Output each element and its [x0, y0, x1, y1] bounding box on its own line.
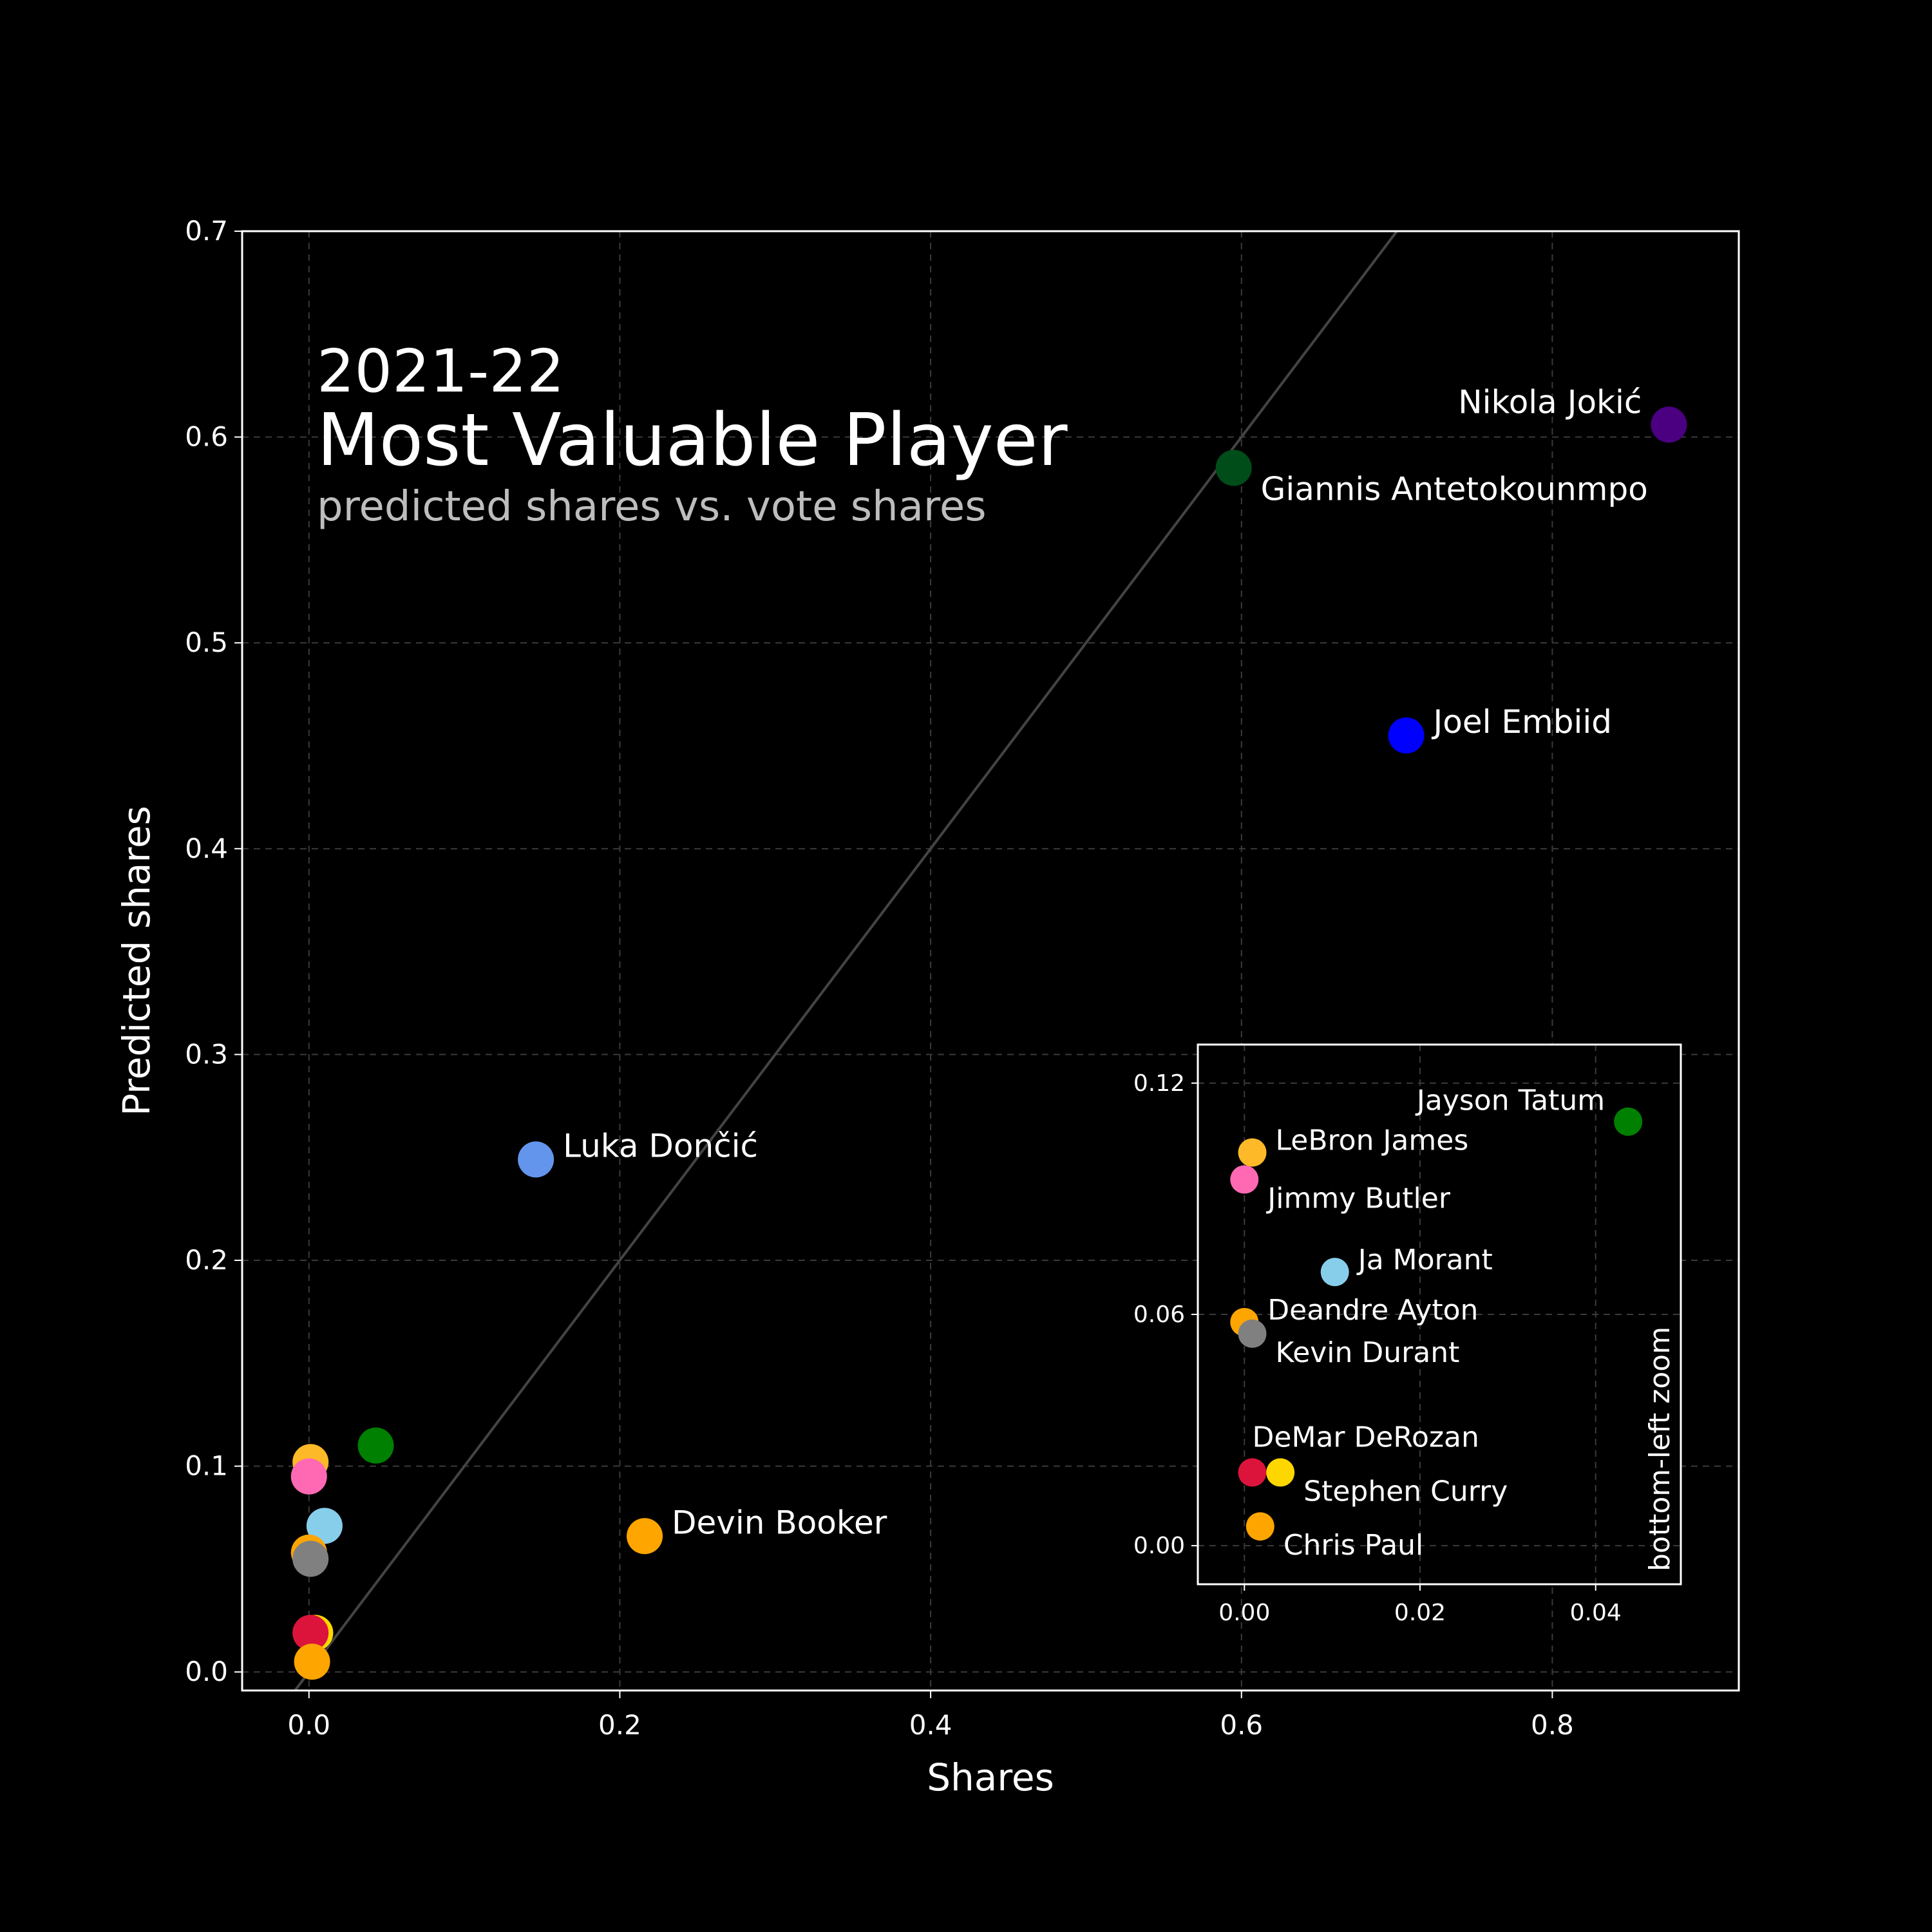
inset-y-tick-label: 0.12 [1133, 1070, 1185, 1097]
point-kevin-durant [292, 1540, 329, 1577]
x-axis-label: Shares [927, 1756, 1054, 1799]
point-label-devin-booker: Devin Booker [672, 1504, 887, 1541]
y-tick-label: 0.7 [185, 215, 228, 247]
y-tick-label: 0.6 [185, 421, 228, 453]
point-luka-doncic [518, 1141, 554, 1178]
reference-line [294, 230, 1398, 1692]
point-jimmy-butler [290, 1458, 327, 1495]
point-ja-morant [306, 1508, 343, 1544]
inset-point-lebron-james [1238, 1138, 1267, 1167]
inset-point-demar-derozan [1238, 1458, 1267, 1487]
y-tick-label: 0.2 [185, 1244, 228, 1276]
inset-x-tick-label: 0.00 [1218, 1600, 1270, 1626]
x-tick-label: 0.4 [909, 1709, 952, 1741]
chart-subtitle: predicted shares vs. vote shares [317, 483, 987, 531]
x-tick-label: 0.0 [287, 1709, 330, 1741]
x-tick-label: 0.8 [1531, 1709, 1574, 1741]
inset-point-stephen-curry [1266, 1458, 1295, 1487]
point-label-nikola-jokic: Nikola Jokić [1458, 383, 1642, 421]
x-tick-label: 0.6 [1220, 1709, 1263, 1741]
inset-caption: bottom-left zoom [1643, 1327, 1676, 1571]
inset-point-ja-morant [1320, 1258, 1349, 1287]
x-tick-label: 0.2 [598, 1709, 641, 1741]
inset-point-chris-paul [1245, 1512, 1274, 1541]
point-label-luka-doncic: Luka Dončić [563, 1127, 758, 1164]
inset-point-label-jayson-tatum: Jayson Tatum [1415, 1084, 1605, 1117]
y-tick-label: 0.4 [185, 833, 228, 864]
inset-point-label-jimmy-butler: Jimmy Butler [1265, 1182, 1451, 1215]
point-devin-booker [627, 1518, 663, 1555]
inset-point-label-chris-paul: Chris Paul [1283, 1529, 1423, 1562]
chart-title: 2021-22 [317, 337, 564, 406]
inset-point-label-demar-derozan: DeMar DeRozan [1253, 1421, 1479, 1454]
inset-plot: 0.00 0.02 0.04 0.00 0.06 0.12 Jayson Tatum LeBr… [1133, 1043, 1682, 1626]
point-nikola-jokic [1651, 406, 1687, 443]
inset-y-tick-label: 0.06 [1133, 1302, 1185, 1328]
inset-x-tick-label: 0.02 [1394, 1600, 1446, 1626]
inset-point-jimmy-butler [1230, 1165, 1259, 1194]
inset-point-label-deandre-ayton: Deandre Ayton [1267, 1294, 1478, 1327]
chart-title-line2: Most Valuable Player [317, 399, 1068, 482]
inset-point-label-kevin-durant: Kevin Durant [1276, 1336, 1460, 1369]
point-chris-paul [294, 1643, 330, 1680]
point-jayson-tatum [357, 1427, 394, 1464]
main-plot: 0.0 0.2 0.4 0.6 0.8 0.0 0.1 0.2 0.3 0.4 0.5 0.6 0.7 N… [185, 215, 1740, 1741]
inset-point-kevin-durant [1238, 1319, 1267, 1348]
inset-plot-area [1198, 1045, 1681, 1584]
inset-y-tick-label: 0.00 [1133, 1533, 1185, 1559]
y-tick-label: 0.1 [185, 1450, 228, 1482]
inset-point-label-lebron-james: LeBron James [1276, 1124, 1469, 1157]
point-demar-derozan [292, 1615, 329, 1651]
point-label-joel-embiid: Joel Embiid [1432, 703, 1612, 741]
inset-x-tick-label: 0.04 [1570, 1600, 1622, 1626]
inset-plot-frame [1197, 1043, 1682, 1586]
point-label-giannis-antetokounmpo: Giannis Antetokounmpo [1261, 471, 1648, 508]
inset-point-label-ja-morant: Ja Morant [1356, 1244, 1493, 1276]
y-tick-label: 0.3 [185, 1038, 228, 1070]
plot-frame [241, 230, 1740, 1692]
inset-point-jayson-tatum [1614, 1107, 1643, 1136]
y-axis-label: Predicted shares [115, 806, 158, 1116]
point-joel-embiid [1388, 717, 1425, 754]
inset-point-label-stephen-curry: Stephen Curry [1303, 1475, 1508, 1508]
y-tick-label: 0.5 [185, 627, 228, 658]
y-tick-label: 0.0 [185, 1656, 228, 1687]
point-giannis-antetokounmpo [1215, 450, 1252, 486]
title-block: 2021-22 Most Valuable Player predicted s… [317, 337, 1068, 531]
